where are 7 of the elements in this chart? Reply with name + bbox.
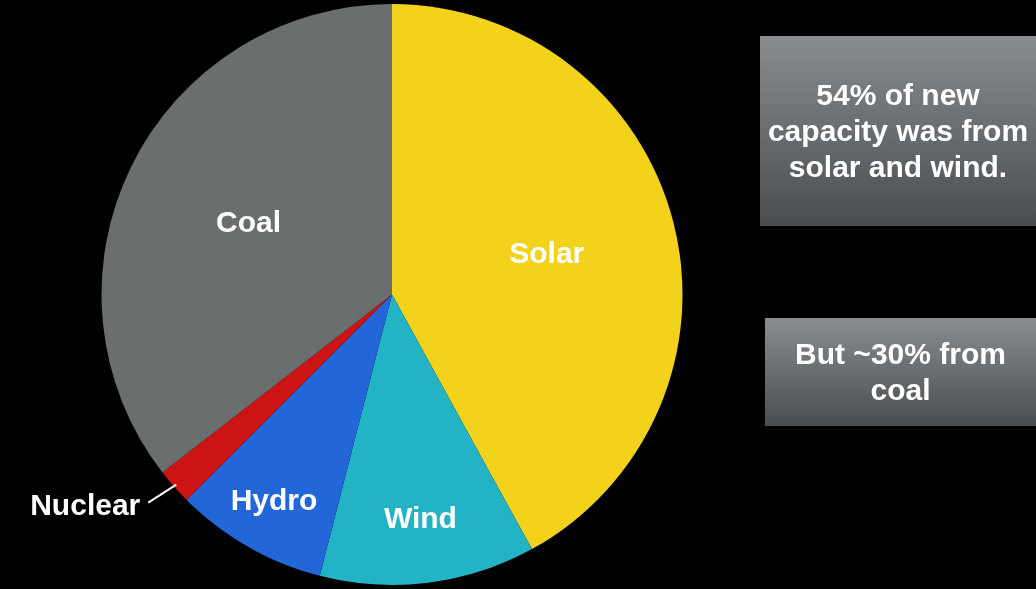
- slice-label: Solar: [509, 236, 585, 270]
- text: But ~30% from coal: [765, 318, 1036, 426]
- slice-label: Hydro: [230, 482, 318, 516]
- slice-label: Nuclear: [30, 487, 141, 521]
- slice-label: Coal: [216, 205, 282, 239]
- slice-label: Wind: [383, 500, 457, 534]
- text: 54% of new capacity was from solar and wind.: [760, 36, 1036, 226]
